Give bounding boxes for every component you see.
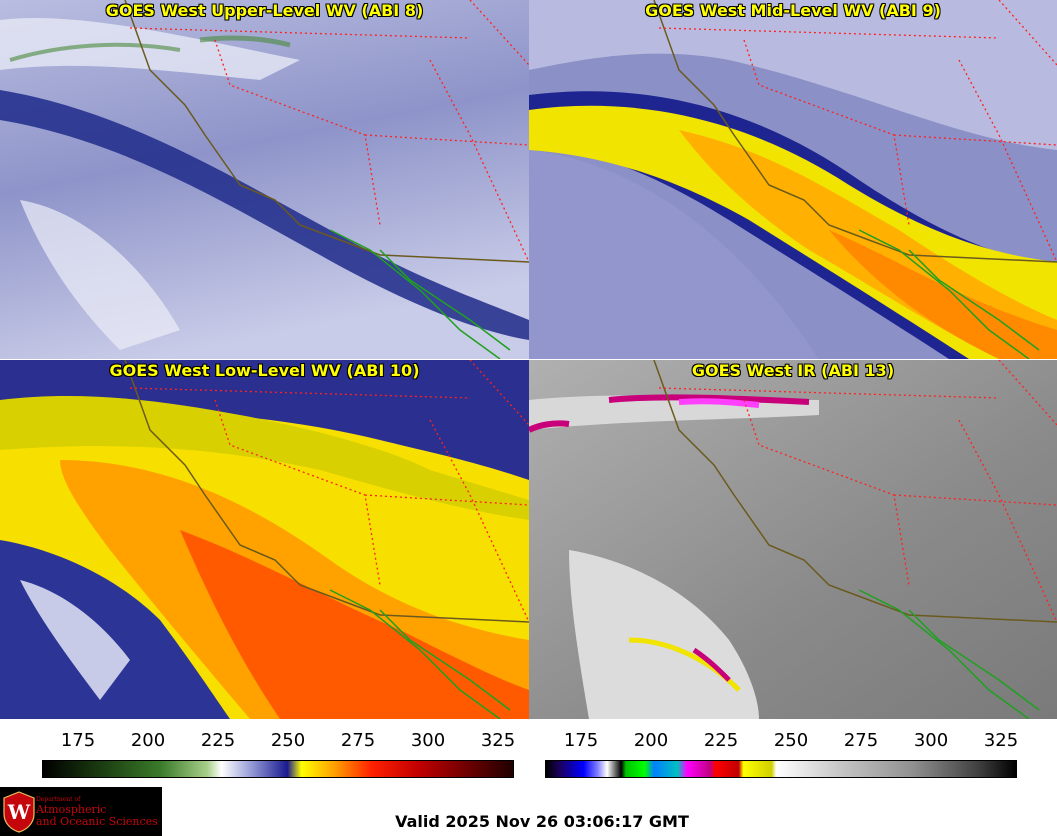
logo-oceanic: and Oceanic Sciences <box>36 815 158 828</box>
tick-label: 225 <box>703 730 739 751</box>
tick-label: 275 <box>340 730 376 751</box>
panel-title: GOES West Mid-Level WV (ABI 9) <box>645 1 941 20</box>
panel-title: GOES West Upper-Level WV (ABI 8) <box>105 1 424 20</box>
ir-colorbar-ticks: 175 200 225 250 275 300 325 <box>545 730 1019 760</box>
ir-image <box>529 360 1057 719</box>
uw-aos-logo: W Department of Atmospheric and Oceanic … <box>0 787 162 836</box>
panel-upper-level-wv: GOES West Upper-Level WV (ABI 8) <box>0 0 529 359</box>
wv-colorbar-gradient <box>42 760 514 778</box>
tick-label: 200 <box>633 730 669 751</box>
tick-label: 175 <box>563 730 599 751</box>
tick-label: 250 <box>773 730 809 751</box>
ir-colorbar-gradient <box>545 760 1017 778</box>
tick-label: 200 <box>130 730 166 751</box>
tick-label: 225 <box>200 730 236 751</box>
panel-title: GOES West IR (ABI 13) <box>691 361 895 380</box>
tick-label: 250 <box>270 730 306 751</box>
crest-letter: W <box>7 800 31 824</box>
mid-level-wv-image <box>529 0 1057 359</box>
ir-colorbar: 175 200 225 250 275 300 325 <box>545 730 1019 780</box>
panel-title: GOES West Low-Level WV (ABI 10) <box>109 361 420 380</box>
valid-time: Valid 2025 Nov 26 03:06:17 GMT <box>395 812 689 831</box>
tick-label: 325 <box>983 730 1019 751</box>
wv-colorbar: 175 200 225 250 275 300 325 <box>42 730 516 780</box>
uw-crest-icon: W <box>3 791 35 833</box>
tick-label: 175 <box>60 730 96 751</box>
low-level-wv-image <box>0 360 529 719</box>
tick-label: 325 <box>480 730 516 751</box>
upper-level-wv-image <box>0 0 529 359</box>
panel-mid-level-wv: GOES West Mid-Level WV (ABI 9) <box>529 0 1057 359</box>
panel-low-level-wv: GOES West Low-Level WV (ABI 10) <box>0 360 529 719</box>
wv-colorbar-ticks: 175 200 225 250 275 300 325 <box>42 730 516 760</box>
panel-ir: GOES West IR (ABI 13) <box>529 360 1057 719</box>
tick-label: 300 <box>410 730 446 751</box>
logo-department: Department of <box>36 796 81 803</box>
logo-atmospheric: Atmospheric <box>36 803 107 816</box>
tick-label: 300 <box>913 730 949 751</box>
tick-label: 275 <box>843 730 879 751</box>
